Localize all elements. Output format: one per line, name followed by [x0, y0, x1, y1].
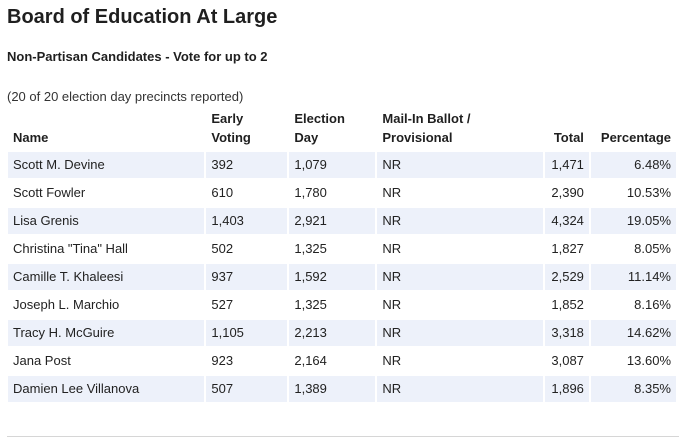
early-voting-cell: 923: [206, 348, 288, 374]
total-cell: 2,390: [545, 180, 589, 206]
mail-in-cell: NR: [377, 320, 544, 346]
header-percentage: Percentage: [590, 107, 676, 150]
table-row: Camille T. Khaleesi 937 1,592 NR 2,529 1…: [8, 264, 676, 290]
table-row: Scott Fowler 610 1,780 NR 2,390 10.53%: [8, 180, 676, 206]
table-row: Damien Lee Villanova 507 1,389 NR 1,896 …: [8, 376, 676, 402]
percentage-cell: 13.60%: [590, 348, 676, 374]
mail-in-cell: NR: [377, 376, 544, 402]
mail-in-cell: NR: [377, 152, 544, 178]
results-page: Board of Education At Large Non-Partisan…: [7, 0, 691, 404]
total-cell: 2,529: [545, 264, 589, 290]
candidate-name: Camille T. Khaleesi: [8, 264, 205, 290]
total-cell: 4,324: [545, 208, 589, 234]
table-row: Tracy H. McGuire 1,105 2,213 NR 3,318 14…: [8, 320, 676, 346]
early-voting-cell: 502: [206, 236, 288, 262]
total-cell: 3,318: [545, 320, 589, 346]
early-voting-cell: 1,403: [206, 208, 288, 234]
election-day-cell: 1,592: [289, 264, 376, 290]
early-voting-cell: 527: [206, 292, 288, 318]
header-election-day: Election Day: [289, 107, 376, 150]
table-row: Christina "Tina" Hall 502 1,325 NR 1,827…: [8, 236, 676, 262]
results-body: Scott M. Devine 392 1,079 NR 1,471 6.48%…: [8, 152, 676, 402]
candidate-name: Jana Post: [8, 348, 205, 374]
candidate-name: Damien Lee Villanova: [8, 376, 205, 402]
header-name: Name: [8, 107, 205, 150]
total-cell: 1,827: [545, 236, 589, 262]
election-day-cell: 1,780: [289, 180, 376, 206]
header-mail-in: Mail-In Ballot / Provisional: [377, 107, 544, 150]
total-cell: 3,087: [545, 348, 589, 374]
election-day-cell: 2,921: [289, 208, 376, 234]
section-divider: [7, 436, 679, 437]
percentage-cell: 8.05%: [590, 236, 676, 262]
header-early-voting: Early Voting: [206, 107, 288, 150]
percentage-cell: 11.14%: [590, 264, 676, 290]
precincts-reported: (20 of 20 election day precincts reporte…: [7, 89, 244, 104]
early-voting-cell: 610: [206, 180, 288, 206]
table-row: Scott M. Devine 392 1,079 NR 1,471 6.48%: [8, 152, 676, 178]
table-header-row: Name Early Voting Election Day Mail-In Bal…: [8, 107, 676, 150]
candidate-name: Joseph L. Marchio: [8, 292, 205, 318]
percentage-cell: 14.62%: [590, 320, 676, 346]
mail-in-cell: NR: [377, 264, 544, 290]
election-day-cell: 1,325: [289, 292, 376, 318]
contest-subtitle: Non-Partisan Candidates - Vote for up to…: [7, 49, 268, 64]
contest-title: Board of Education At Large: [7, 6, 278, 28]
election-day-cell: 1,325: [289, 236, 376, 262]
mail-in-cell: NR: [377, 236, 544, 262]
percentage-cell: 6.48%: [590, 152, 676, 178]
results-table: Name Early Voting Election Day Mail-In Bal…: [6, 105, 678, 404]
election-day-cell: 2,164: [289, 348, 376, 374]
early-voting-cell: 937: [206, 264, 288, 290]
total-cell: 1,852: [545, 292, 589, 318]
total-cell: 1,471: [545, 152, 589, 178]
candidate-name: Christina "Tina" Hall: [8, 236, 205, 262]
percentage-cell: 8.16%: [590, 292, 676, 318]
candidate-name: Scott M. Devine: [8, 152, 205, 178]
early-voting-cell: 1,105: [206, 320, 288, 346]
total-cell: 1,896: [545, 376, 589, 402]
percentage-cell: 10.53%: [590, 180, 676, 206]
mail-in-cell: NR: [377, 208, 544, 234]
early-voting-cell: 507: [206, 376, 288, 402]
table-row: Lisa Grenis 1,403 2,921 NR 4,324 19.05%: [8, 208, 676, 234]
election-day-cell: 1,389: [289, 376, 376, 402]
election-day-cell: 2,213: [289, 320, 376, 346]
percentage-cell: 8.35%: [590, 376, 676, 402]
percentage-cell: 19.05%: [590, 208, 676, 234]
mail-in-cell: NR: [377, 180, 544, 206]
header-total: Total: [545, 107, 589, 150]
mail-in-cell: NR: [377, 348, 544, 374]
table-row: Joseph L. Marchio 527 1,325 NR 1,852 8.1…: [8, 292, 676, 318]
early-voting-cell: 392: [206, 152, 288, 178]
candidate-name: Lisa Grenis: [8, 208, 205, 234]
table-row: Jana Post 923 2,164 NR 3,087 13.60%: [8, 348, 676, 374]
candidate-name: Tracy H. McGuire: [8, 320, 205, 346]
candidate-name: Scott Fowler: [8, 180, 205, 206]
election-day-cell: 1,079: [289, 152, 376, 178]
mail-in-cell: NR: [377, 292, 544, 318]
